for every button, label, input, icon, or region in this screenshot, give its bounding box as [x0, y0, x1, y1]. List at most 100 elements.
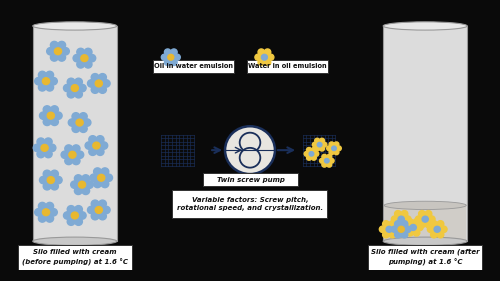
- Circle shape: [425, 210, 432, 217]
- Circle shape: [96, 136, 104, 143]
- Circle shape: [43, 118, 51, 126]
- Circle shape: [164, 59, 171, 65]
- Circle shape: [73, 55, 81, 62]
- Circle shape: [413, 230, 420, 236]
- Ellipse shape: [383, 22, 467, 30]
- Circle shape: [380, 226, 386, 232]
- Circle shape: [50, 78, 58, 85]
- Circle shape: [320, 146, 324, 151]
- Circle shape: [37, 138, 44, 145]
- Bar: [33, 26, 117, 241]
- Circle shape: [401, 221, 408, 227]
- Circle shape: [240, 133, 260, 153]
- Circle shape: [326, 162, 332, 167]
- FancyBboxPatch shape: [204, 173, 298, 186]
- Circle shape: [94, 180, 102, 188]
- Circle shape: [65, 145, 72, 152]
- Circle shape: [74, 175, 82, 182]
- Ellipse shape: [384, 201, 466, 210]
- Circle shape: [50, 170, 58, 178]
- Circle shape: [418, 210, 426, 217]
- Circle shape: [46, 71, 54, 79]
- Circle shape: [95, 80, 102, 87]
- Circle shape: [54, 112, 62, 119]
- Circle shape: [174, 54, 180, 60]
- Circle shape: [71, 85, 78, 92]
- Circle shape: [264, 49, 271, 55]
- Circle shape: [67, 78, 75, 86]
- Circle shape: [38, 71, 46, 79]
- Circle shape: [386, 226, 392, 232]
- Circle shape: [404, 224, 410, 231]
- Circle shape: [428, 216, 435, 222]
- Circle shape: [329, 158, 334, 163]
- Circle shape: [74, 78, 82, 86]
- FancyBboxPatch shape: [246, 60, 328, 73]
- Circle shape: [74, 206, 82, 213]
- Text: Twin screw pump: Twin screw pump: [216, 176, 284, 183]
- Circle shape: [240, 148, 260, 168]
- Circle shape: [38, 202, 46, 210]
- Text: Oil in water emulsion: Oil in water emulsion: [154, 64, 233, 69]
- Circle shape: [406, 219, 414, 225]
- Circle shape: [394, 210, 402, 217]
- Circle shape: [314, 151, 318, 156]
- Circle shape: [98, 212, 106, 220]
- Circle shape: [98, 174, 105, 181]
- Circle shape: [437, 221, 444, 227]
- Circle shape: [255, 54, 262, 60]
- Circle shape: [37, 150, 44, 158]
- Circle shape: [72, 113, 80, 120]
- Circle shape: [70, 181, 78, 188]
- Circle shape: [89, 148, 96, 155]
- Circle shape: [312, 155, 316, 160]
- Circle shape: [410, 225, 416, 230]
- Circle shape: [382, 232, 390, 238]
- Circle shape: [312, 142, 318, 147]
- Circle shape: [306, 155, 312, 160]
- Circle shape: [71, 212, 78, 219]
- Circle shape: [309, 152, 314, 156]
- Circle shape: [42, 78, 50, 85]
- Circle shape: [404, 226, 411, 232]
- Circle shape: [264, 59, 271, 65]
- Circle shape: [88, 206, 95, 214]
- Circle shape: [268, 54, 274, 60]
- Circle shape: [170, 49, 177, 55]
- Circle shape: [105, 174, 112, 182]
- Circle shape: [46, 47, 54, 55]
- Circle shape: [64, 84, 71, 92]
- Circle shape: [80, 125, 87, 132]
- Circle shape: [50, 183, 58, 190]
- Ellipse shape: [383, 237, 467, 245]
- Circle shape: [428, 226, 434, 232]
- Circle shape: [91, 86, 99, 93]
- Circle shape: [320, 138, 324, 143]
- Circle shape: [81, 55, 88, 62]
- Circle shape: [50, 118, 58, 126]
- Circle shape: [324, 158, 329, 163]
- Circle shape: [89, 136, 96, 143]
- Circle shape: [225, 126, 275, 174]
- Circle shape: [98, 86, 106, 93]
- Bar: [238, 182, 262, 186]
- Text: Silo filled with cream
(before pumping) at 1.6 °C: Silo filled with cream (before pumping) …: [22, 249, 128, 266]
- Circle shape: [67, 206, 75, 213]
- Circle shape: [102, 206, 110, 214]
- Circle shape: [90, 174, 98, 182]
- Circle shape: [406, 230, 414, 236]
- Circle shape: [38, 215, 46, 222]
- Circle shape: [67, 90, 75, 98]
- Circle shape: [416, 224, 423, 231]
- Circle shape: [78, 84, 86, 92]
- Circle shape: [82, 175, 90, 182]
- Circle shape: [69, 151, 76, 158]
- Circle shape: [46, 215, 54, 222]
- Circle shape: [46, 84, 54, 91]
- Circle shape: [44, 138, 52, 145]
- Circle shape: [314, 138, 320, 143]
- Circle shape: [398, 226, 404, 232]
- Circle shape: [40, 176, 47, 184]
- Circle shape: [46, 202, 54, 210]
- Circle shape: [168, 54, 174, 60]
